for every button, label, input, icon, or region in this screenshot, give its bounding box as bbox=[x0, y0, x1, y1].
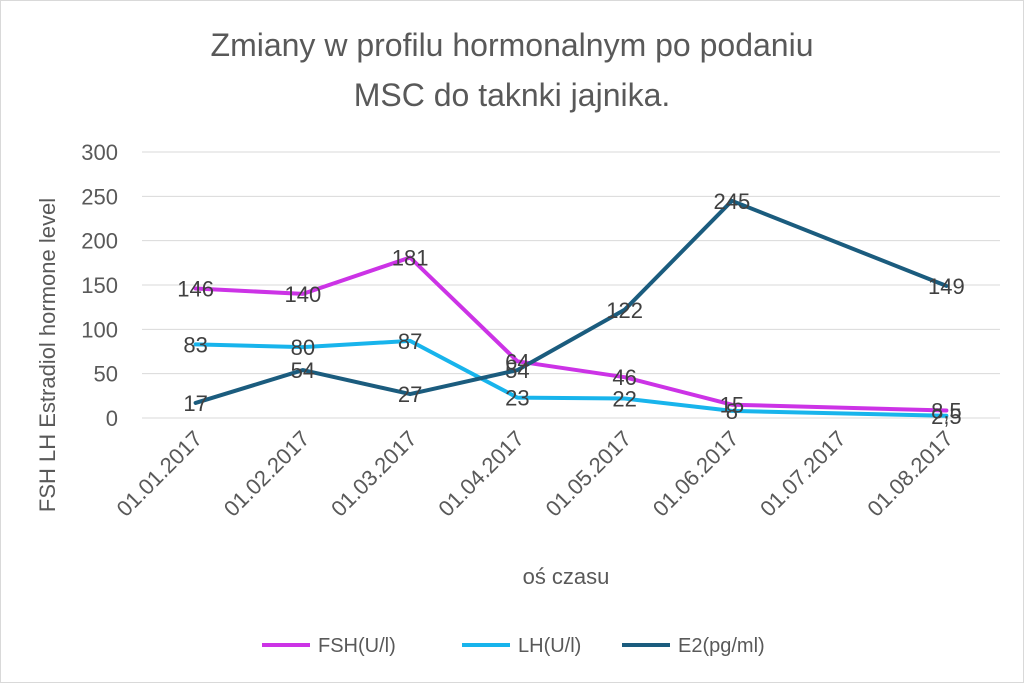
data-label: 2,5 bbox=[931, 404, 962, 429]
data-label: 17 bbox=[183, 391, 207, 416]
data-labels: 146 140 181 64 46 15 8,5 83 80 87 23 22 8 2,5 17 54 27 54… bbox=[177, 189, 964, 429]
data-label: 46 bbox=[612, 365, 636, 390]
data-label: 54 bbox=[505, 358, 529, 383]
x-tick-label: 01.05.2017 bbox=[541, 426, 637, 522]
series-line bbox=[193, 198, 949, 405]
series-lines bbox=[193, 198, 949, 418]
x-axis-label: oś czasu bbox=[523, 564, 610, 589]
data-label: 54 bbox=[291, 358, 315, 383]
legend-label: FSH(U/l) bbox=[318, 635, 396, 657]
data-label: 8,5 bbox=[931, 398, 962, 423]
legend: FSH(U/l) LH(U/l) E2(pg/ml) bbox=[262, 635, 765, 657]
data-label: 23 bbox=[505, 386, 529, 411]
data-label: 122 bbox=[606, 298, 643, 323]
x-tick-label: 01.06.2017 bbox=[648, 426, 744, 522]
x-tick-label: 01.07.2017 bbox=[755, 426, 851, 522]
y-tick-label: 50 bbox=[94, 362, 118, 387]
data-label: 27 bbox=[398, 382, 422, 407]
x-axis-ticks: 01.01.2017 01.02.2017 01.03.2017 01.04.2017… bbox=[112, 426, 958, 522]
x-tick-label: 01.03.2017 bbox=[326, 426, 422, 522]
series-line bbox=[193, 255, 949, 413]
data-label: 146 bbox=[177, 277, 214, 302]
chart-title-line-1: Zmiany w profilu hormonalnym po podaniu bbox=[211, 27, 814, 63]
data-label: 245 bbox=[714, 189, 751, 214]
y-axis-ticks: 0 50 100 150 200 250 300 bbox=[81, 140, 118, 431]
data-label: 22 bbox=[612, 386, 636, 411]
x-tick-label: 01.08.2017 bbox=[862, 426, 958, 522]
data-label: 83 bbox=[183, 332, 207, 357]
y-tick-label: 300 bbox=[81, 140, 118, 165]
data-label: 8 bbox=[726, 399, 738, 424]
legend-label: E2(pg/ml) bbox=[678, 635, 765, 657]
y-tick-label: 100 bbox=[81, 317, 118, 342]
series-line bbox=[193, 338, 949, 418]
y-tick-label: 0 bbox=[106, 406, 118, 431]
chart-title-line-2: MSC do taknki jajnika. bbox=[354, 77, 671, 113]
x-tick-label: 01.01.2017 bbox=[112, 426, 208, 522]
data-label: 149 bbox=[928, 274, 965, 299]
y-tick-label: 200 bbox=[81, 229, 118, 254]
data-label: 181 bbox=[392, 246, 429, 271]
y-axis-label: FSH LH Estradiol hormone level bbox=[35, 198, 60, 512]
data-label: 80 bbox=[291, 335, 315, 360]
x-tick-label: 01.04.2017 bbox=[433, 426, 529, 522]
x-tick-label: 01.02.2017 bbox=[219, 426, 315, 522]
data-label: 140 bbox=[285, 282, 322, 307]
y-tick-label: 150 bbox=[81, 273, 118, 298]
data-label: 64 bbox=[505, 349, 529, 374]
data-label: 87 bbox=[398, 329, 422, 354]
data-label: 15 bbox=[720, 393, 744, 418]
legend-label: LH(U/l) bbox=[518, 635, 581, 657]
y-tick-label: 250 bbox=[81, 184, 118, 209]
